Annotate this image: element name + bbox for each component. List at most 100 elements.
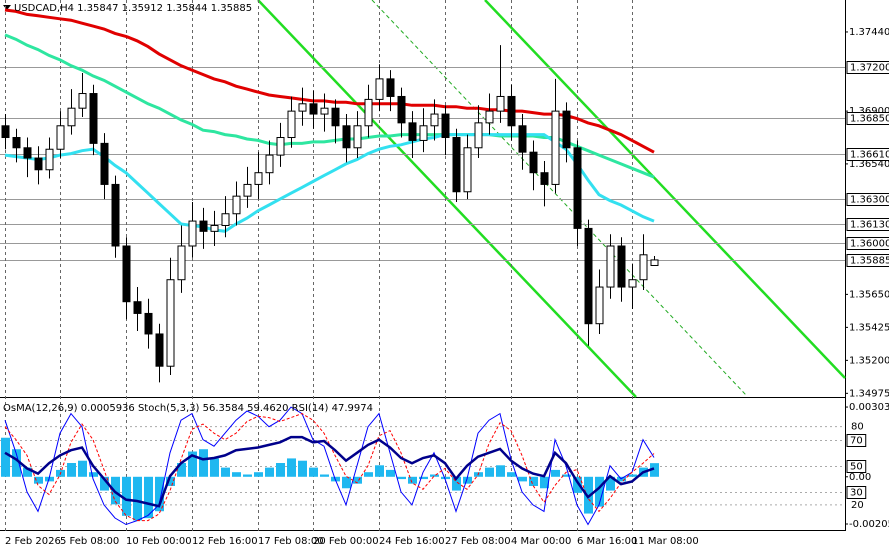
osma-bar: [265, 467, 274, 477]
candle-body: [364, 98, 373, 127]
candle-body: [56, 125, 65, 150]
level-label: 1.37200: [850, 63, 889, 74]
level-label: 1.36300: [850, 195, 889, 206]
candle: [331, 99, 340, 144]
candle: [133, 287, 142, 332]
trend-channel: [257, 0, 846, 398]
level-tag: 1.36610: [846, 148, 889, 161]
candle-body: [133, 301, 142, 314]
channel-line: [257, 0, 637, 398]
candle-body: [287, 110, 296, 139]
candle-body: [34, 157, 43, 171]
candle: [441, 105, 450, 156]
candle: [628, 263, 637, 310]
y-tick-label: 1.35650: [849, 289, 889, 300]
osma-bar: [441, 476, 450, 480]
candle-body: [463, 147, 472, 193]
indicator-title: OsMA(12,26,9) 0.0005936 Stoch(5,3,3) 56.…: [3, 403, 373, 414]
osma-bar: [287, 458, 296, 477]
candle-body: [397, 95, 406, 124]
candle-body: [122, 245, 131, 303]
candle-body: [408, 122, 417, 141]
candle: [474, 105, 483, 159]
osma-bar: [529, 476, 538, 486]
osma-bar: [177, 463, 186, 477]
candle: [210, 210, 219, 246]
candle-body: [507, 95, 516, 127]
osma-bar: [617, 476, 626, 482]
osma-bar: [496, 465, 505, 477]
candle-body: [177, 245, 186, 281]
x-tick-label: 2 Feb 2026: [5, 536, 61, 547]
y-tick-label: 20: [851, 500, 864, 511]
candle-body: [155, 333, 164, 367]
candle-body: [12, 137, 21, 149]
candle-body: [232, 195, 241, 215]
candle: [518, 114, 527, 170]
candle: [419, 108, 428, 153]
label-box: [846, 112, 889, 125]
candle: [265, 140, 274, 185]
osma-bar: [155, 476, 164, 512]
candle: [287, 96, 296, 148]
osma-bar: [606, 476, 615, 491]
candle: [166, 257, 175, 376]
x-tick-label: 17 Feb 08:00: [258, 536, 324, 547]
moving-average: [4, 133, 655, 233]
candle: [188, 202, 197, 258]
candle: [122, 237, 131, 320]
level-label: 1.35885: [850, 256, 889, 267]
candle: [89, 84, 98, 156]
osma-bar: [628, 474, 637, 477]
y-tick-label: 1.36900: [849, 106, 889, 117]
candle-body: [45, 148, 54, 171]
candle-body: [144, 312, 153, 335]
candle: [1, 114, 10, 150]
level-label: 70: [850, 436, 863, 447]
candle: [639, 234, 648, 290]
candle: [452, 128, 461, 203]
osma-bar: [342, 476, 351, 489]
candle: [23, 137, 32, 178]
candle-body: [628, 279, 637, 288]
candle: [254, 152, 263, 200]
osma-bar: [540, 476, 549, 489]
candle-body: [89, 93, 98, 144]
candle: [617, 237, 626, 302]
candle: [353, 111, 362, 159]
osma-bar: [100, 476, 109, 491]
osma-bar: [485, 467, 494, 477]
label-box: [846, 486, 867, 499]
candle-body: [617, 245, 626, 288]
y-tick-label: 1.35425: [849, 322, 889, 333]
osma-bar: [551, 469, 560, 477]
candle: [364, 84, 373, 138]
candle-body: [210, 224, 219, 232]
candle: [309, 90, 318, 129]
candle-body: [639, 254, 648, 281]
osma-bar: [419, 476, 428, 480]
candle-body: [221, 213, 230, 226]
label-box: [846, 434, 867, 447]
level-tag: 1.36300: [846, 193, 889, 206]
candle-body: [562, 110, 571, 149]
candle-body: [452, 137, 461, 193]
x-tick-label: 11 Mar 08:00: [632, 536, 699, 547]
stoch-line: [4, 406, 655, 526]
candle-body: [265, 154, 274, 174]
label-box: [846, 218, 889, 231]
candle: [584, 219, 593, 346]
level-tag: 1.36130: [846, 218, 889, 231]
x-tick-label: 12 Feb 16:00: [192, 536, 258, 547]
channel-line: [484, 0, 846, 379]
osma-bar: [243, 474, 252, 477]
rsi-line: [4, 435, 655, 508]
candle: [606, 234, 615, 299]
osma-bar: [45, 476, 54, 482]
osma-bar: [122, 476, 131, 516]
candle-body: [78, 93, 87, 109]
osma-bar: [188, 451, 197, 477]
candle: [144, 298, 153, 349]
